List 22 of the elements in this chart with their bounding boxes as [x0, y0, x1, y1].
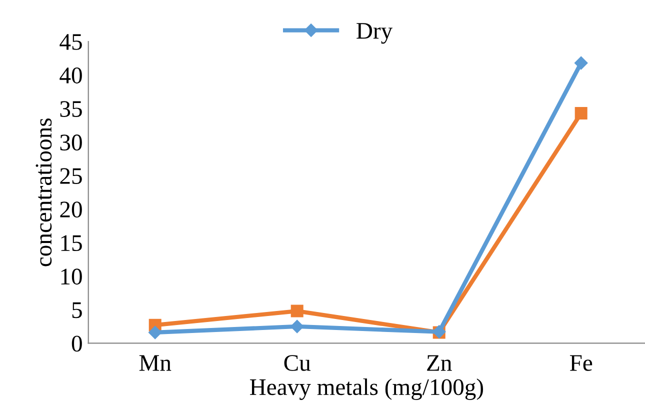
x-tick-label: Fe: [570, 355, 592, 371]
y-tick-label: 5: [72, 302, 82, 318]
y-tick-label: 30: [60, 134, 82, 150]
point: [290, 304, 304, 318]
y-axis-title: concentratioons: [36, 118, 52, 266]
y-tick-label: 40: [60, 68, 82, 84]
y-tick-label: 15: [61, 235, 82, 252]
x-tick-label: Zn: [427, 355, 452, 371]
point: [574, 56, 588, 70]
point: [574, 106, 588, 120]
y-tick-label: 0: [72, 336, 82, 352]
point: [290, 320, 304, 334]
legend-label: Dry: [356, 23, 393, 44]
y-tick-label: 20: [60, 202, 82, 218]
y-tick-label: 45: [60, 34, 82, 50]
x-tick-label: Cu: [284, 355, 310, 371]
point: [148, 326, 162, 340]
x-axis-title: Heavy metals (mg/100g): [250, 378, 484, 400]
y-tick-label: 10: [61, 268, 82, 285]
x-tick-label: Mn: [139, 355, 172, 371]
y-tick-label: 25: [60, 168, 82, 184]
y-tick-label: 35: [60, 101, 82, 117]
